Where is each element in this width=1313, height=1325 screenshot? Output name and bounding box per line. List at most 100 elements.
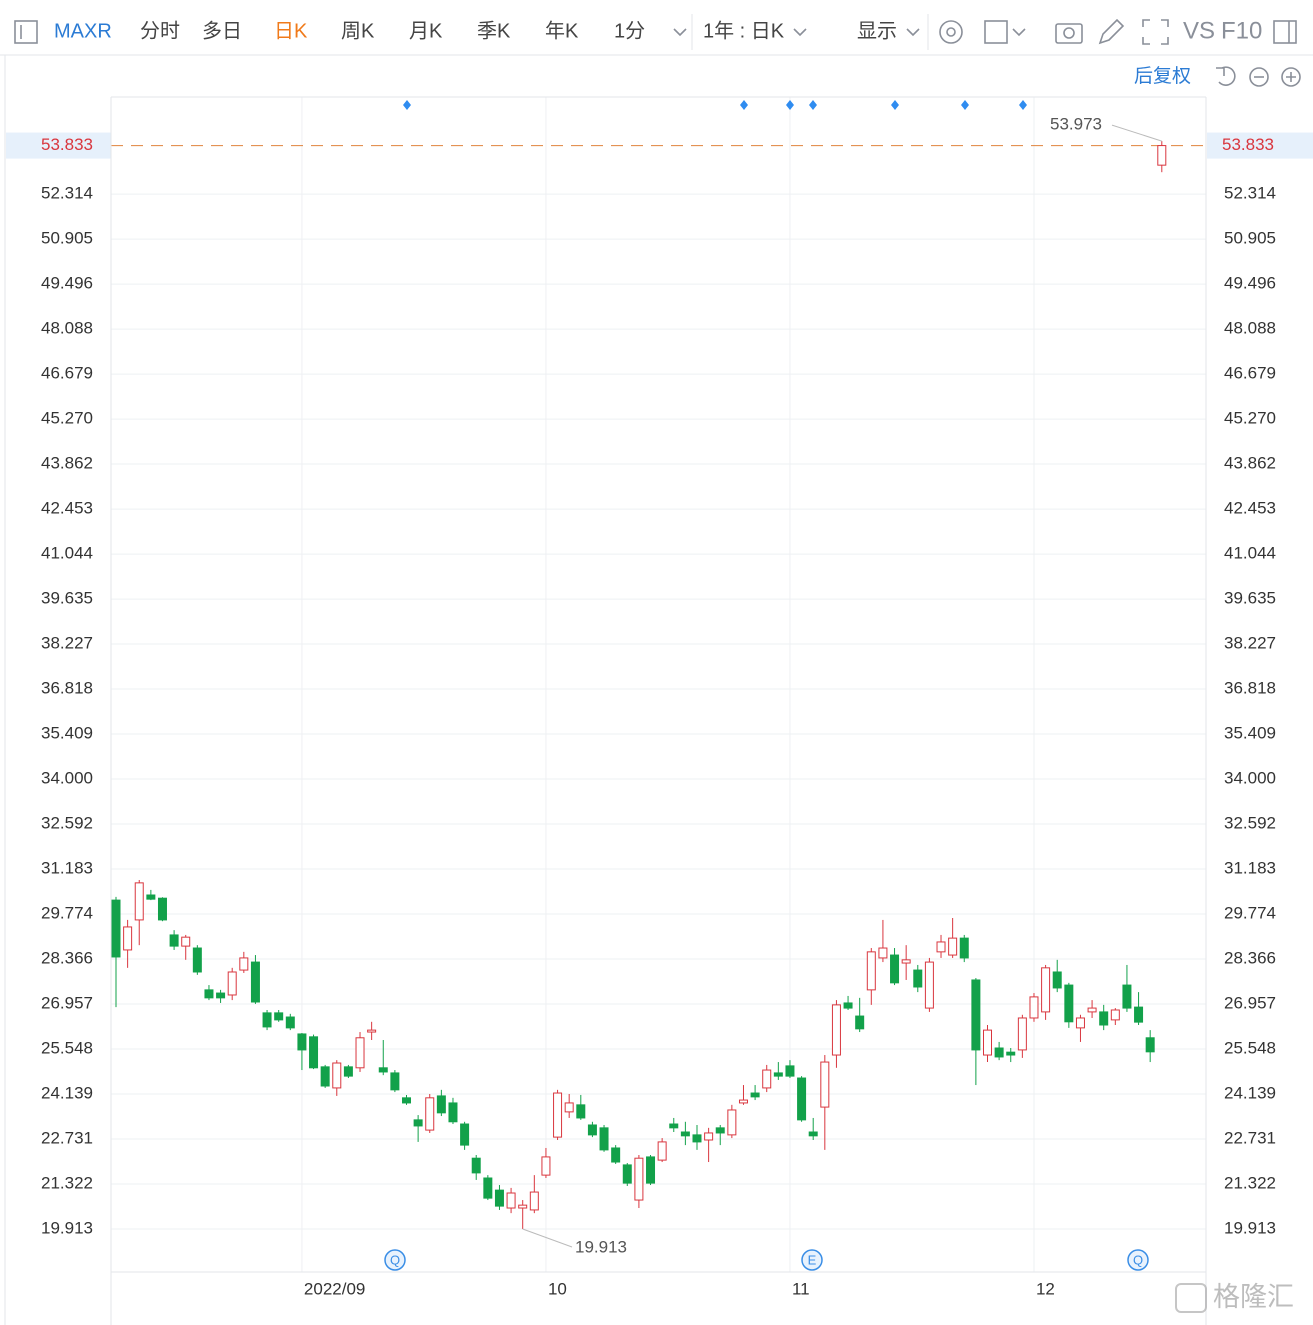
y-tick-label: 48.088 — [41, 319, 93, 338]
candle-body — [285, 1016, 295, 1029]
y2-tick-label: 31.183 — [1224, 859, 1276, 878]
shape-icon[interactable] — [984, 20, 1008, 44]
candle-body — [983, 1029, 992, 1056]
candle-body — [471, 1157, 481, 1174]
candle-body — [111, 899, 121, 958]
y2-tick-label: 35.409 — [1224, 724, 1276, 743]
last-price-label: 53.833 — [1222, 135, 1274, 154]
event-diamond[interactable] — [403, 100, 411, 110]
panel-toggle[interactable] — [14, 20, 38, 44]
y-tick-label: 31.183 — [41, 859, 93, 878]
y2-tick-label: 32.592 — [1224, 814, 1276, 833]
tab[interactable]: 季K — [477, 19, 511, 42]
candle-body — [1052, 971, 1062, 989]
candle-body — [367, 1029, 377, 1033]
candle-body — [622, 1164, 632, 1184]
settings-icon-core — [946, 27, 956, 37]
candle-body — [390, 1072, 400, 1091]
candle-body — [181, 936, 191, 947]
event-marker[interactable] — [1127, 1249, 1149, 1271]
y-tick-label: 43.862 — [41, 454, 93, 473]
tab[interactable]: 日K — [274, 20, 308, 42]
candle-body — [1087, 1007, 1097, 1013]
event-marker[interactable] — [801, 1249, 823, 1271]
event-diamond[interactable] — [1019, 100, 1027, 110]
candle-body — [343, 1066, 353, 1077]
y-tick-label: 42.453 — [41, 499, 93, 518]
candle-body — [320, 1066, 330, 1087]
y-tick-label: 29.774 — [41, 904, 93, 923]
dropdown-chevron[interactable] — [793, 28, 807, 37]
adjust-mode[interactable]: 后复权 — [1134, 65, 1191, 87]
event-diamond[interactable] — [961, 100, 969, 110]
candle-body — [843, 1002, 853, 1009]
event-marker-label: Q — [1133, 1252, 1143, 1267]
tab[interactable]: 年K — [545, 19, 579, 42]
undo-icon[interactable] — [1216, 66, 1236, 86]
tab[interactable]: 周K — [341, 20, 375, 42]
y2-tick-label: 29.774 — [1224, 904, 1276, 923]
candle-body — [866, 951, 876, 991]
symbol[interactable]: MAXR — [54, 20, 112, 42]
y2-tick-label: 24.139 — [1224, 1084, 1276, 1103]
candle-body — [1006, 1051, 1016, 1056]
y2-tick-label: 42.453 — [1224, 499, 1276, 518]
y-tick-label: 32.592 — [41, 814, 93, 833]
event-diamond[interactable] — [740, 100, 748, 110]
event-diamond[interactable] — [786, 100, 794, 110]
sidebar-toggle[interactable] — [1273, 20, 1297, 44]
candle-body — [204, 989, 214, 999]
y-tick-label: 49.496 — [41, 274, 93, 293]
y2-tick-label: 26.957 — [1224, 994, 1276, 1013]
dropdown-chevron[interactable] — [673, 28, 687, 37]
vs-button[interactable]: VS — [1183, 17, 1215, 44]
candle-body — [297, 1033, 307, 1051]
y2-tick-label: 49.496 — [1224, 274, 1276, 293]
y2-tick-label: 52.314 — [1224, 184, 1276, 203]
f10-button[interactable]: F10 — [1221, 17, 1262, 44]
candle-body — [808, 1131, 818, 1137]
candle-body — [646, 1156, 656, 1184]
camera-icon[interactable] — [1055, 23, 1083, 44]
y-tick-label: 46.679 — [41, 364, 93, 383]
candle-body — [727, 1109, 737, 1136]
camera-lens — [1063, 27, 1075, 39]
zoom-out-icon[interactable] — [1249, 67, 1269, 87]
candle-body — [855, 1015, 865, 1030]
fullscreen-icon[interactable] — [1142, 19, 1169, 45]
candle-body — [262, 1012, 272, 1028]
dropdown-chevron[interactable] — [906, 28, 920, 37]
tab[interactable]: 月K — [409, 20, 443, 42]
x-tick-label: 10 — [548, 1279, 567, 1298]
candle-body — [506, 1192, 516, 1209]
min-label: 19.913 — [575, 1237, 627, 1256]
y-tick-label: 36.818 — [41, 679, 93, 698]
toolbar — [0, 0, 1313, 55]
event-marker[interactable] — [384, 1249, 406, 1271]
candle-body — [692, 1134, 702, 1143]
pencil-icon[interactable] — [1098, 18, 1125, 45]
zoom-in-icon[interactable] — [1281, 67, 1301, 87]
event-diamond[interactable] — [891, 100, 899, 110]
tab[interactable]: 分时 — [140, 19, 180, 42]
candle-body — [669, 1123, 679, 1129]
y-tick-label: 24.139 — [41, 1084, 93, 1103]
y2-tick-label: 28.366 — [1224, 948, 1276, 967]
x-tick-label: 2022/09 — [304, 1279, 365, 1298]
candle-body — [134, 882, 144, 921]
dropdown-chevron[interactable] — [1012, 28, 1026, 37]
event-diamond[interactable] — [809, 100, 817, 110]
zoom-in-plus — [1286, 72, 1296, 82]
candle-body — [715, 1127, 725, 1134]
tab[interactable]: 多日 — [202, 19, 242, 42]
event-marker-label: Q — [390, 1252, 400, 1267]
y-tick-label: 45.270 — [41, 409, 93, 428]
settings-icon[interactable] — [939, 20, 963, 44]
candle-body — [971, 979, 981, 1051]
display-select[interactable]: 显示 — [857, 20, 897, 42]
candle-body — [1029, 996, 1039, 1019]
y2-tick-label: 38.227 — [1224, 634, 1276, 653]
period-select[interactable]: 1年 : 日K — [703, 19, 785, 42]
candle-body — [1075, 1017, 1085, 1029]
tab[interactable]: 1分 — [614, 19, 645, 42]
